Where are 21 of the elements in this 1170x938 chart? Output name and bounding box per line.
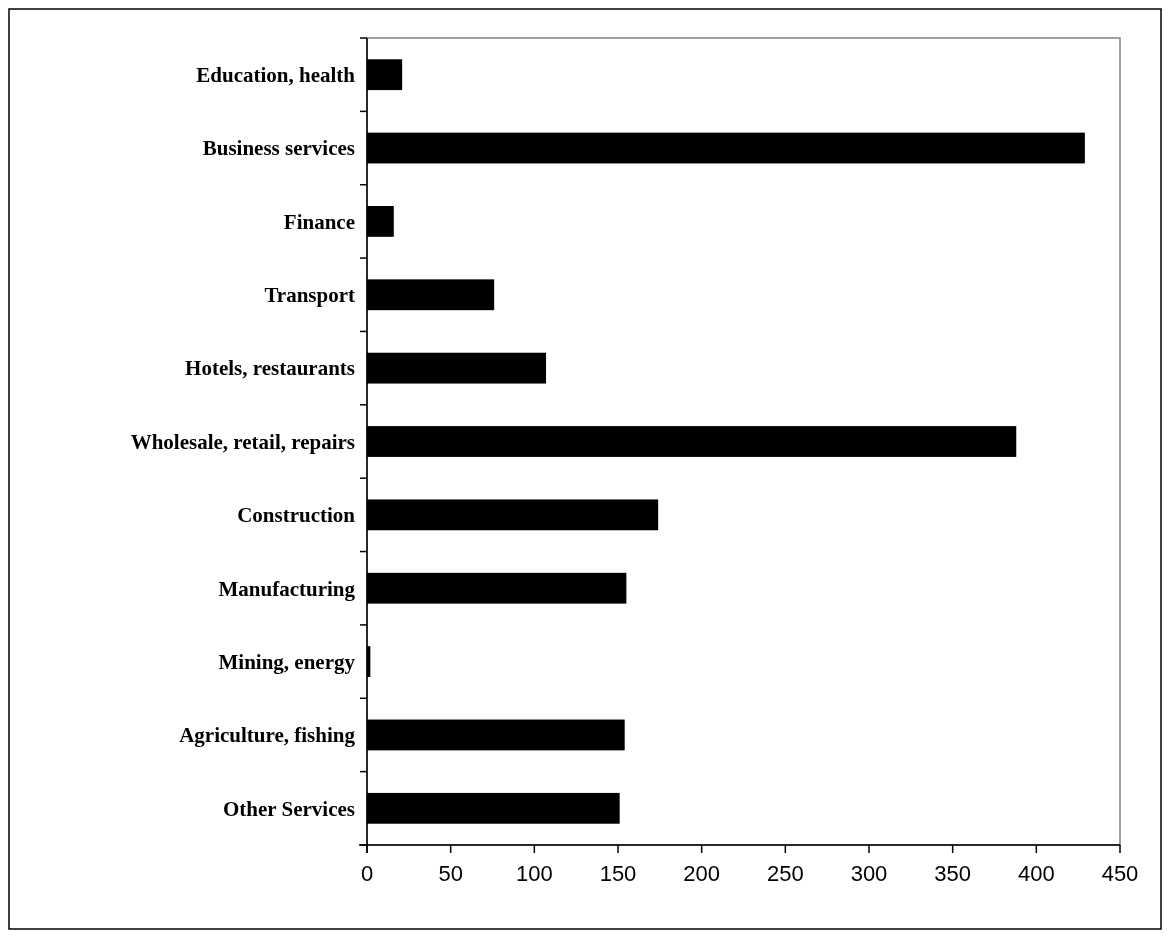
x-tick-label: 350 bbox=[934, 861, 972, 886]
y-tick-label: Hotels, restaurants bbox=[185, 356, 355, 381]
y-tick-label: Mining, energy bbox=[218, 649, 356, 674]
y-tick-label: Finance bbox=[283, 209, 355, 234]
x-tick-label: 300 bbox=[850, 861, 888, 886]
y-tick-label: Agriculture, fishing bbox=[179, 723, 356, 748]
x-tick-label: 150 bbox=[599, 861, 637, 886]
x-tick-label: 0 bbox=[360, 861, 374, 886]
x-tick-label: 100 bbox=[515, 861, 553, 886]
y-tick-label: Wholesale, retail, repairs bbox=[130, 429, 355, 454]
x-tick-label: 250 bbox=[766, 861, 804, 886]
y-tick-label: Other Services bbox=[223, 796, 355, 821]
y-tick-label: Transport bbox=[264, 283, 355, 308]
x-tick-label: 200 bbox=[683, 861, 721, 886]
y-tick-label: Business services bbox=[202, 136, 355, 161]
y-tick-label: Manufacturing bbox=[218, 576, 356, 601]
x-tick-label: 50 bbox=[438, 861, 463, 886]
y-tick-label: Education, health bbox=[196, 63, 356, 88]
x-tick-label: 450 bbox=[1101, 861, 1139, 886]
y-tick-label: Construction bbox=[237, 503, 356, 528]
x-tick-label: 400 bbox=[1017, 861, 1055, 886]
